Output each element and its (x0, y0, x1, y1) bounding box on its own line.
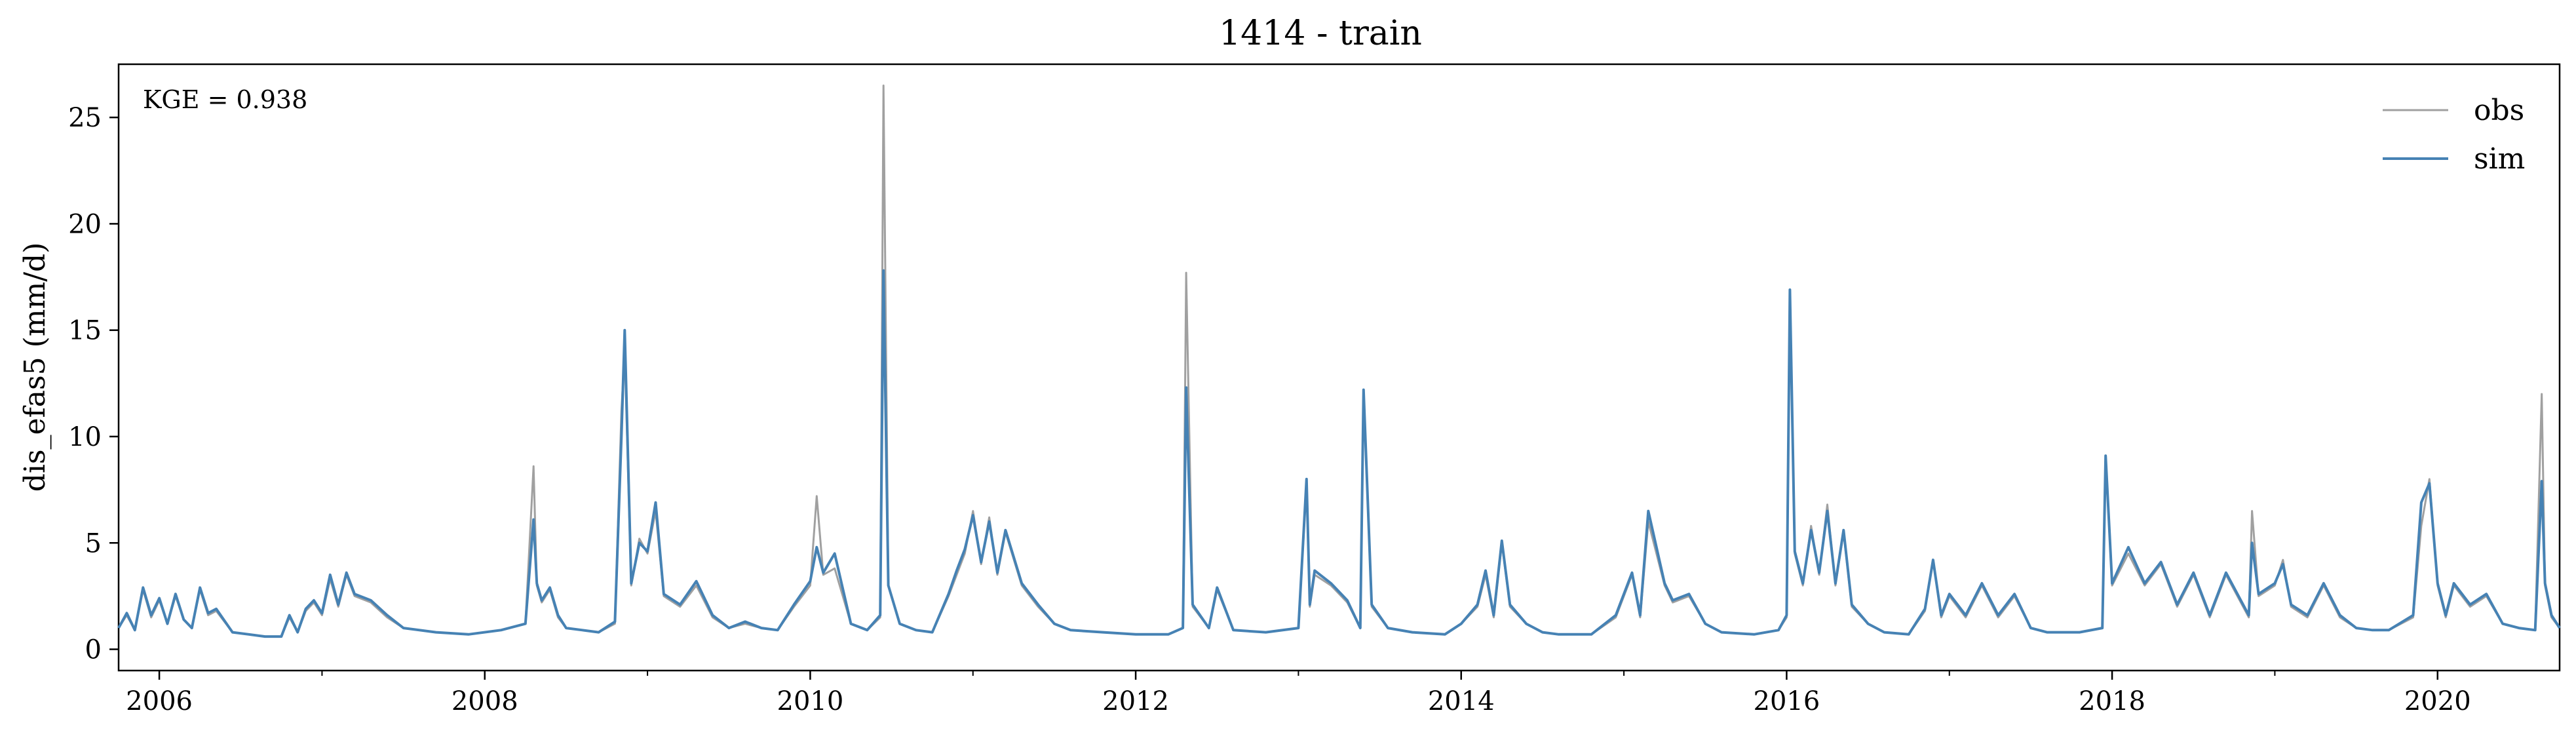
y-tick-label: 20 (68, 209, 102, 239)
chart-title: 1414 - train (1219, 14, 1422, 53)
y-tick-label: 25 (68, 103, 102, 133)
legend: obs sim (2383, 94, 2525, 176)
y-axis-label: dis_efas5 (mm/d) (18, 243, 52, 492)
series-line-sim (117, 269, 2561, 638)
legend-label-obs: obs (2474, 94, 2524, 127)
x-tick-label: 2014 (1428, 686, 1495, 716)
x-tick-label: 2018 (2079, 686, 2145, 716)
y-tick-label: 15 (68, 316, 102, 346)
x-tick-label: 2012 (1102, 686, 1169, 716)
x-tick-label: 2008 (452, 686, 518, 716)
kge-annotation: KGE = 0.938 (143, 85, 307, 114)
legend-label-sim: sim (2474, 142, 2525, 176)
series-line-obs (117, 85, 2561, 638)
x-tick-label: 2020 (2404, 686, 2471, 716)
y-ticks: 0 5 10 15 20 25 (68, 103, 119, 665)
x-tick-label: 2016 (1754, 686, 1820, 716)
plot-frame (117, 63, 2561, 672)
y-tick-label: 10 (68, 422, 102, 452)
x-ticks: 2006 2008 2010 2012 2014 2016 2018 2020 (126, 671, 2471, 716)
y-tick-label: 5 (85, 528, 102, 558)
x-tick-label: 2010 (777, 686, 844, 716)
y-tick-label: 0 (85, 635, 102, 665)
series-group (117, 85, 2561, 638)
x-minor-ticks (321, 671, 2276, 676)
x-tick-label: 2006 (126, 686, 193, 716)
